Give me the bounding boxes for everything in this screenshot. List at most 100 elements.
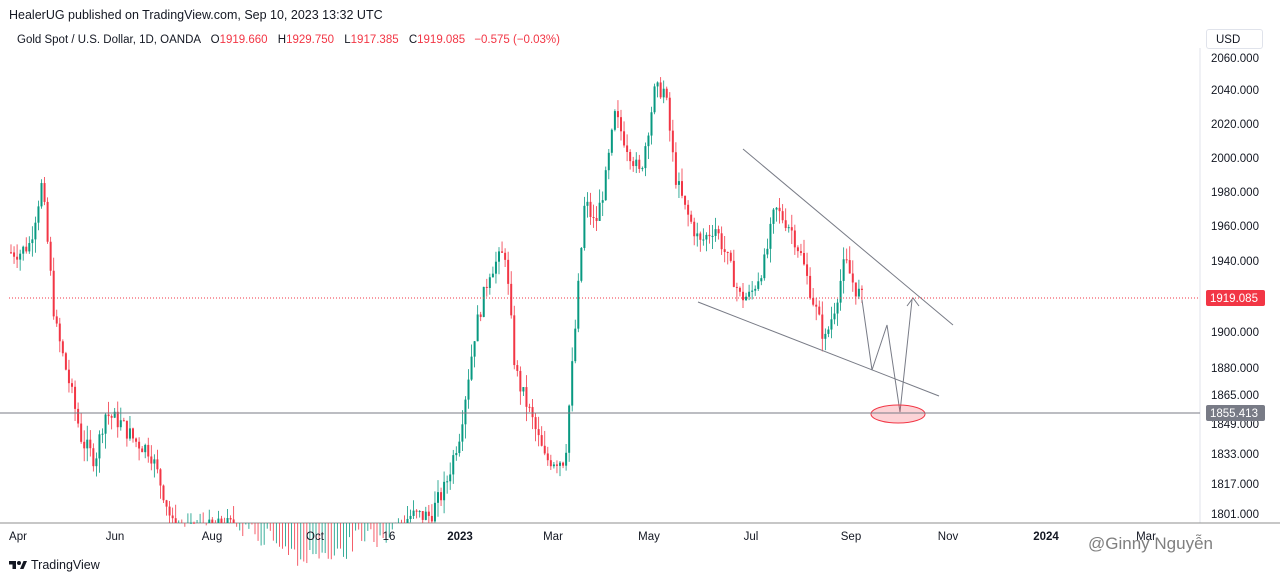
candle [745, 292, 748, 301]
candle [662, 80, 665, 104]
candle [467, 369, 470, 409]
candle [574, 319, 577, 364]
candle [415, 509, 418, 519]
candle [165, 499, 168, 516]
candle [501, 241, 504, 253]
candle [748, 284, 751, 301]
wedge-upper-trendline[interactable] [742, 148, 954, 326]
candle [613, 109, 616, 132]
candle [857, 279, 860, 300]
symbol-name[interactable]: Gold Spot / U.S. Dollar, 1D, OANDA [17, 34, 201, 46]
time-tick-label: Nov [938, 531, 959, 543]
close-label: C [408, 34, 418, 46]
candle [101, 428, 104, 444]
candle [796, 245, 799, 258]
candle [577, 273, 580, 333]
candle [824, 328, 827, 351]
candle [40, 179, 43, 209]
candle [476, 305, 479, 342]
candle [635, 152, 638, 174]
projected-path[interactable] [861, 299, 913, 413]
candle [25, 237, 28, 254]
candle [860, 285, 863, 303]
candle [623, 121, 626, 148]
tradingview-logo[interactable]: TradingView [9, 558, 100, 572]
candle [799, 243, 802, 256]
candle [720, 226, 723, 255]
candle [687, 200, 690, 227]
candle [751, 281, 754, 300]
candle [162, 484, 165, 504]
candle [153, 454, 156, 478]
candle [67, 359, 70, 393]
time-tick-label: Jun [106, 531, 125, 543]
candle [64, 351, 67, 371]
candle [723, 235, 726, 263]
candle [43, 176, 46, 206]
close-value: 1919.085 [417, 34, 466, 46]
candle [729, 250, 732, 263]
target-zone-ellipse[interactable] [870, 404, 926, 424]
candle [830, 306, 833, 339]
candle [696, 222, 699, 247]
candle [46, 197, 49, 244]
low-label: L [344, 34, 351, 46]
candle [610, 128, 613, 156]
candle [818, 300, 821, 316]
time-tick-label: 16 [383, 531, 396, 543]
candle [55, 309, 58, 327]
candle [229, 515, 232, 523]
candle [443, 471, 446, 514]
candle [171, 507, 174, 523]
price-tick-label: 1940.000 [1211, 256, 1259, 268]
candle [650, 106, 653, 145]
candle [507, 251, 510, 295]
candle [418, 510, 421, 518]
price-tick-label: 2000.000 [1211, 153, 1259, 165]
candle [842, 247, 845, 294]
candle [71, 378, 73, 394]
candle [488, 273, 491, 295]
candle [189, 513, 192, 524]
candle [568, 404, 571, 462]
candle [491, 266, 494, 278]
candle [735, 282, 738, 302]
candle [598, 189, 601, 222]
candle [565, 443, 568, 471]
high-value: 1929.750 [286, 34, 335, 46]
candle [122, 417, 125, 422]
candle [549, 454, 552, 470]
candle [546, 446, 549, 466]
candle [754, 285, 757, 296]
wedge-lower-trendline[interactable] [697, 301, 940, 397]
author-watermark: @Ginny Nguyễn [1088, 534, 1213, 553]
candle [781, 204, 784, 224]
candle [681, 168, 683, 199]
candle [16, 244, 19, 268]
candle [406, 505, 409, 523]
symbol-legend[interactable]: Gold Spot / U.S. Dollar, 1D, OANDA O1919… [17, 34, 560, 46]
candle [616, 100, 619, 129]
candle [836, 298, 839, 326]
last-price-badge [1206, 290, 1265, 306]
candle [449, 462, 452, 490]
candle [589, 192, 592, 225]
candle [592, 204, 595, 228]
candle [665, 86, 668, 101]
time-tick-label: May [638, 531, 660, 543]
target-level-badge [1206, 405, 1265, 421]
currency-selector[interactable]: USD [1206, 29, 1263, 49]
candle [13, 246, 16, 264]
candle [144, 443, 147, 459]
candle [821, 301, 824, 352]
price-tick-label: 1900.000 [1211, 327, 1259, 339]
candle [839, 269, 842, 311]
candle [440, 487, 443, 507]
candle [815, 297, 818, 321]
candle [543, 430, 546, 456]
candle [653, 83, 656, 115]
candle [135, 437, 138, 448]
candle [812, 288, 815, 307]
price-tick-label: 1849.000 [1211, 419, 1259, 431]
